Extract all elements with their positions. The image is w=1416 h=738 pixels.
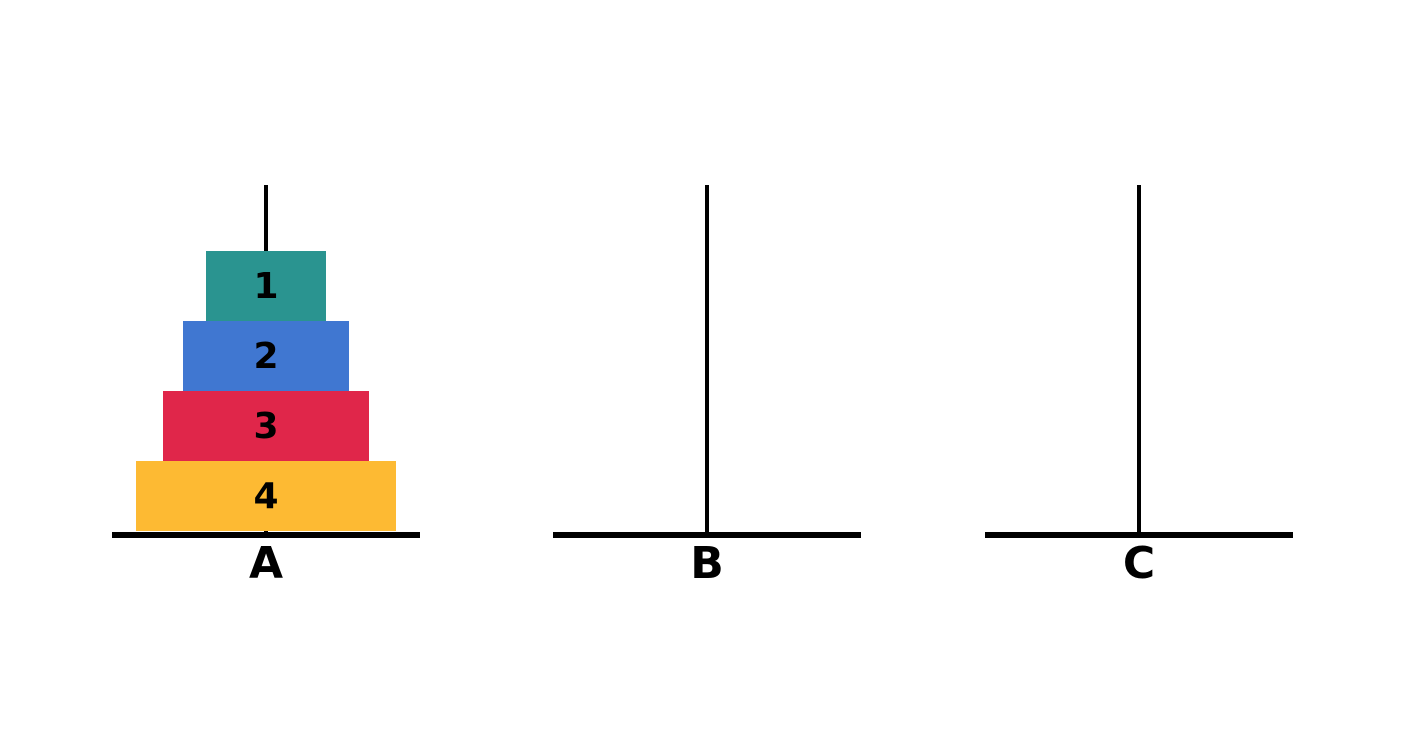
disk-3[interactable]: 3 [163, 391, 369, 461]
disk-2[interactable]: 2 [183, 321, 349, 391]
peg-b-rod[interactable] [705, 185, 709, 535]
disk-1[interactable]: 1 [206, 251, 326, 321]
peg-c-rod[interactable] [1137, 185, 1141, 535]
peg-b-base[interactable] [553, 532, 861, 538]
peg-b-label: B [690, 538, 724, 589]
peg-c-label: C [1122, 538, 1156, 589]
disk-4[interactable]: 4 [136, 461, 396, 531]
peg-c-base[interactable] [985, 532, 1293, 538]
peg-a-base[interactable] [112, 532, 420, 538]
peg-a-label: A [248, 538, 284, 589]
